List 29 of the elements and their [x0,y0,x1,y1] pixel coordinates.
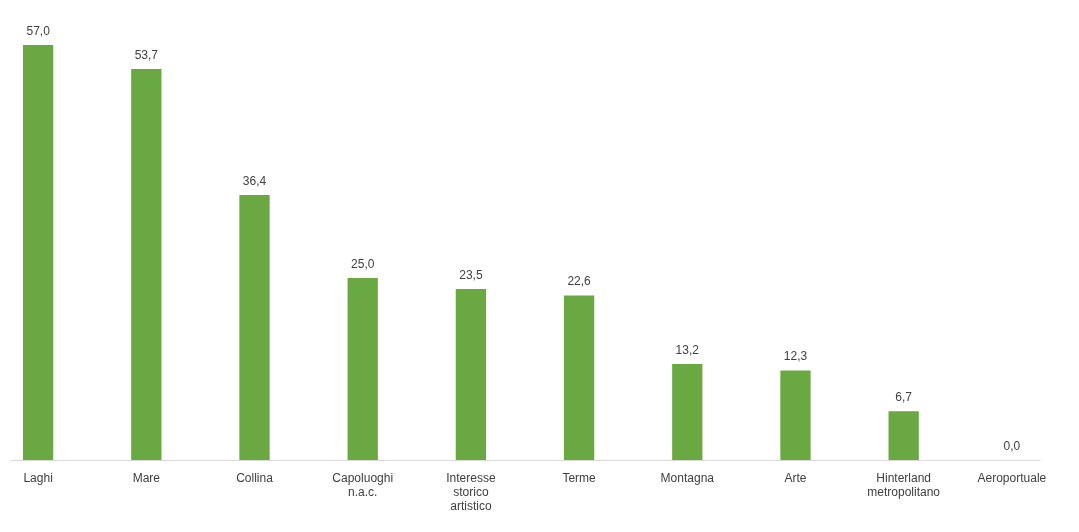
x-tick-label: Mare [132,470,161,485]
data-label: 53,7 [134,48,159,63]
data-label: 13,2 [675,342,700,357]
x-tick-label: Arte [784,470,807,485]
data-label: 57,0 [26,24,51,38]
x-tick-label: Hinterland metropolitano [867,470,941,499]
bar [239,194,270,460]
bar [672,363,703,460]
x-tick-label: Interesse storico artistico [446,470,496,513]
data-label: 0,0 [1003,439,1021,453]
bar [780,370,811,460]
data-label: 23,5 [459,267,483,282]
data-label: 25,0 [351,256,375,271]
x-tick-label: Terme [562,470,597,485]
bar [22,45,54,460]
bar [131,69,162,460]
x-tick-label: Montagna [660,470,715,485]
data-label: 22,6 [567,274,592,289]
x-tick-label: Aeroportuale [977,470,1047,485]
data-label: 6,7 [895,390,913,405]
x-tick-label: Capoluoghi n.a.c. [332,470,394,499]
bar [563,295,595,460]
bar [888,411,919,460]
x-tick-label: Collina [236,470,274,485]
data-label: 12,3 [783,349,808,364]
x-tick-label: Laghi [23,470,53,485]
bar [347,277,378,460]
data-label: 36,4 [242,173,267,188]
bar [455,288,487,460]
